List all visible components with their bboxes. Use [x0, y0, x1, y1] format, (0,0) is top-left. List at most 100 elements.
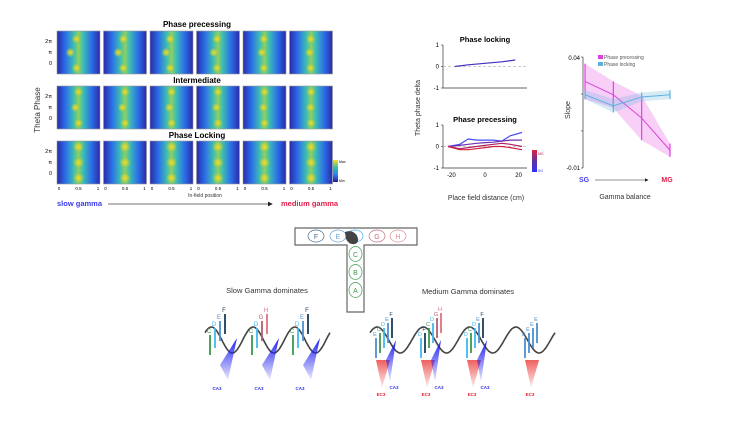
cell-label: G	[434, 312, 438, 318]
series-line	[454, 59, 516, 68]
cell-label: D	[381, 322, 385, 328]
x-tick-label: 0	[104, 186, 107, 191]
maze-location	[368, 229, 386, 243]
series-line	[447, 139, 522, 148]
y-tick-label: -1	[434, 86, 440, 92]
y-tick-label: 2π	[45, 94, 52, 100]
ca3-input	[477, 340, 487, 382]
ec3-label: EC3	[526, 392, 535, 397]
slow-panel-title: Slow Gamma dominates	[226, 286, 308, 295]
medium-gamma-schematic: ECDEFEC3CA3DFCDGHEC3CA3DCDEFEC3CA3EEEEEC…	[369, 307, 556, 397]
x-tick-label: 0.5	[122, 186, 129, 191]
colorbar-min: Min	[339, 179, 345, 183]
ca3-input	[262, 338, 279, 380]
x-tick-label: 1	[143, 186, 146, 191]
maze-location	[389, 229, 407, 243]
x-tick-label: 0.5	[308, 186, 315, 191]
cell-label: G	[259, 315, 264, 321]
cell-label: E	[530, 322, 534, 328]
y-tick-label: π	[48, 50, 52, 56]
cell-label: E	[217, 315, 221, 321]
x-tick-label: 0	[58, 186, 61, 191]
series-line	[584, 94, 671, 107]
heatmap-cell	[289, 140, 333, 185]
maze-location	[348, 264, 363, 280]
heatmap-cell	[103, 85, 147, 130]
maze-location-label: E	[336, 234, 341, 241]
cell-label: E	[534, 317, 538, 323]
ec3-input	[525, 360, 539, 388]
x-tick-label: -20	[447, 173, 456, 179]
x-tick-label: 0	[290, 186, 293, 191]
cell-label: H	[264, 308, 268, 314]
y-tick-label: 0	[49, 116, 52, 122]
theta-wave	[204, 326, 331, 354]
mg-sg-colorbar	[532, 150, 537, 172]
cell-label: E	[373, 332, 377, 338]
medium-panel-title: Medium Gamma dominates	[422, 287, 514, 296]
y-tick-label: 0.04	[568, 56, 580, 62]
series-line	[447, 131, 523, 148]
heatmap-cell	[56, 140, 101, 185]
heatmap-cell	[289, 85, 333, 130]
heatmap-cell	[56, 30, 101, 75]
chart-title: Phase precessing	[453, 115, 517, 124]
mg-label: MG	[661, 177, 673, 184]
slope-chart: 0.04 -0.01 Slope SG MG Gamma balance Phas…	[565, 55, 673, 201]
slow-gamma-label: slow gamma	[57, 199, 103, 208]
x-axis-label: Place field distance (cm)	[448, 195, 524, 202]
cell-label: C	[290, 329, 295, 335]
maze-location	[307, 229, 325, 243]
y-tick-label: 0	[49, 171, 52, 177]
cell-label: D	[430, 317, 434, 323]
x-tick-label: 0	[197, 186, 200, 191]
x-tick-label: 0.5	[168, 186, 175, 191]
x-axis-label: Gamma balance	[599, 194, 650, 201]
cell-label: C	[249, 329, 254, 335]
heatmap-panel: Phase precessing Intermediate Phase Lock…	[33, 20, 346, 208]
medium-gamma-label: medium gamma	[281, 199, 339, 208]
heatmap-cell	[196, 85, 240, 130]
ca3-label: CA3	[434, 385, 443, 390]
heatmap-cell	[103, 30, 147, 75]
x-tick-label: 1	[97, 186, 100, 191]
colorbar-sg: SG	[538, 169, 543, 173]
error-band	[585, 63, 670, 157]
heatmap-cell	[103, 140, 147, 185]
y-tick-label: 0	[436, 145, 440, 151]
y-tick-label: π	[48, 105, 52, 111]
colorbar-mg: MG	[538, 152, 544, 156]
cell-label: F	[389, 312, 393, 318]
ec3-label: EC3	[468, 392, 477, 397]
x-tick-label: 1	[190, 186, 193, 191]
ec3-label: EC3	[377, 392, 386, 397]
heatmap-cell	[56, 85, 101, 130]
maze-outline	[294, 227, 418, 313]
x-tick-label: 0	[483, 173, 487, 179]
y-axis-label: Theta phase delta	[415, 80, 422, 136]
y-tick-label: 2π	[45, 39, 52, 45]
heatmap-cell	[149, 140, 194, 185]
row-title: Phase precessing	[163, 20, 231, 29]
y-tick-label: 0	[49, 61, 52, 67]
y-tick-label: 2π	[45, 149, 52, 155]
legend-swatch	[598, 62, 603, 66]
cell-label: H	[438, 307, 442, 313]
cell-label: C	[207, 329, 212, 335]
maze-location-label: F	[314, 234, 318, 241]
x-tick-label: 0	[151, 186, 154, 191]
y-tick-label: -1	[434, 166, 440, 172]
y-tick-label: -0.01	[566, 166, 580, 172]
y-tick-label: 1	[436, 43, 440, 49]
x-tick-label: 0.5	[75, 186, 82, 191]
ca3-input	[220, 338, 237, 380]
cell-label: D	[472, 322, 476, 328]
series-line	[447, 142, 523, 150]
ca3-input	[431, 340, 441, 382]
colorbar-max: Max	[339, 160, 346, 164]
cell-label: F	[222, 308, 226, 314]
heatmap-cell	[149, 85, 194, 130]
heatmap-cell	[289, 30, 333, 75]
